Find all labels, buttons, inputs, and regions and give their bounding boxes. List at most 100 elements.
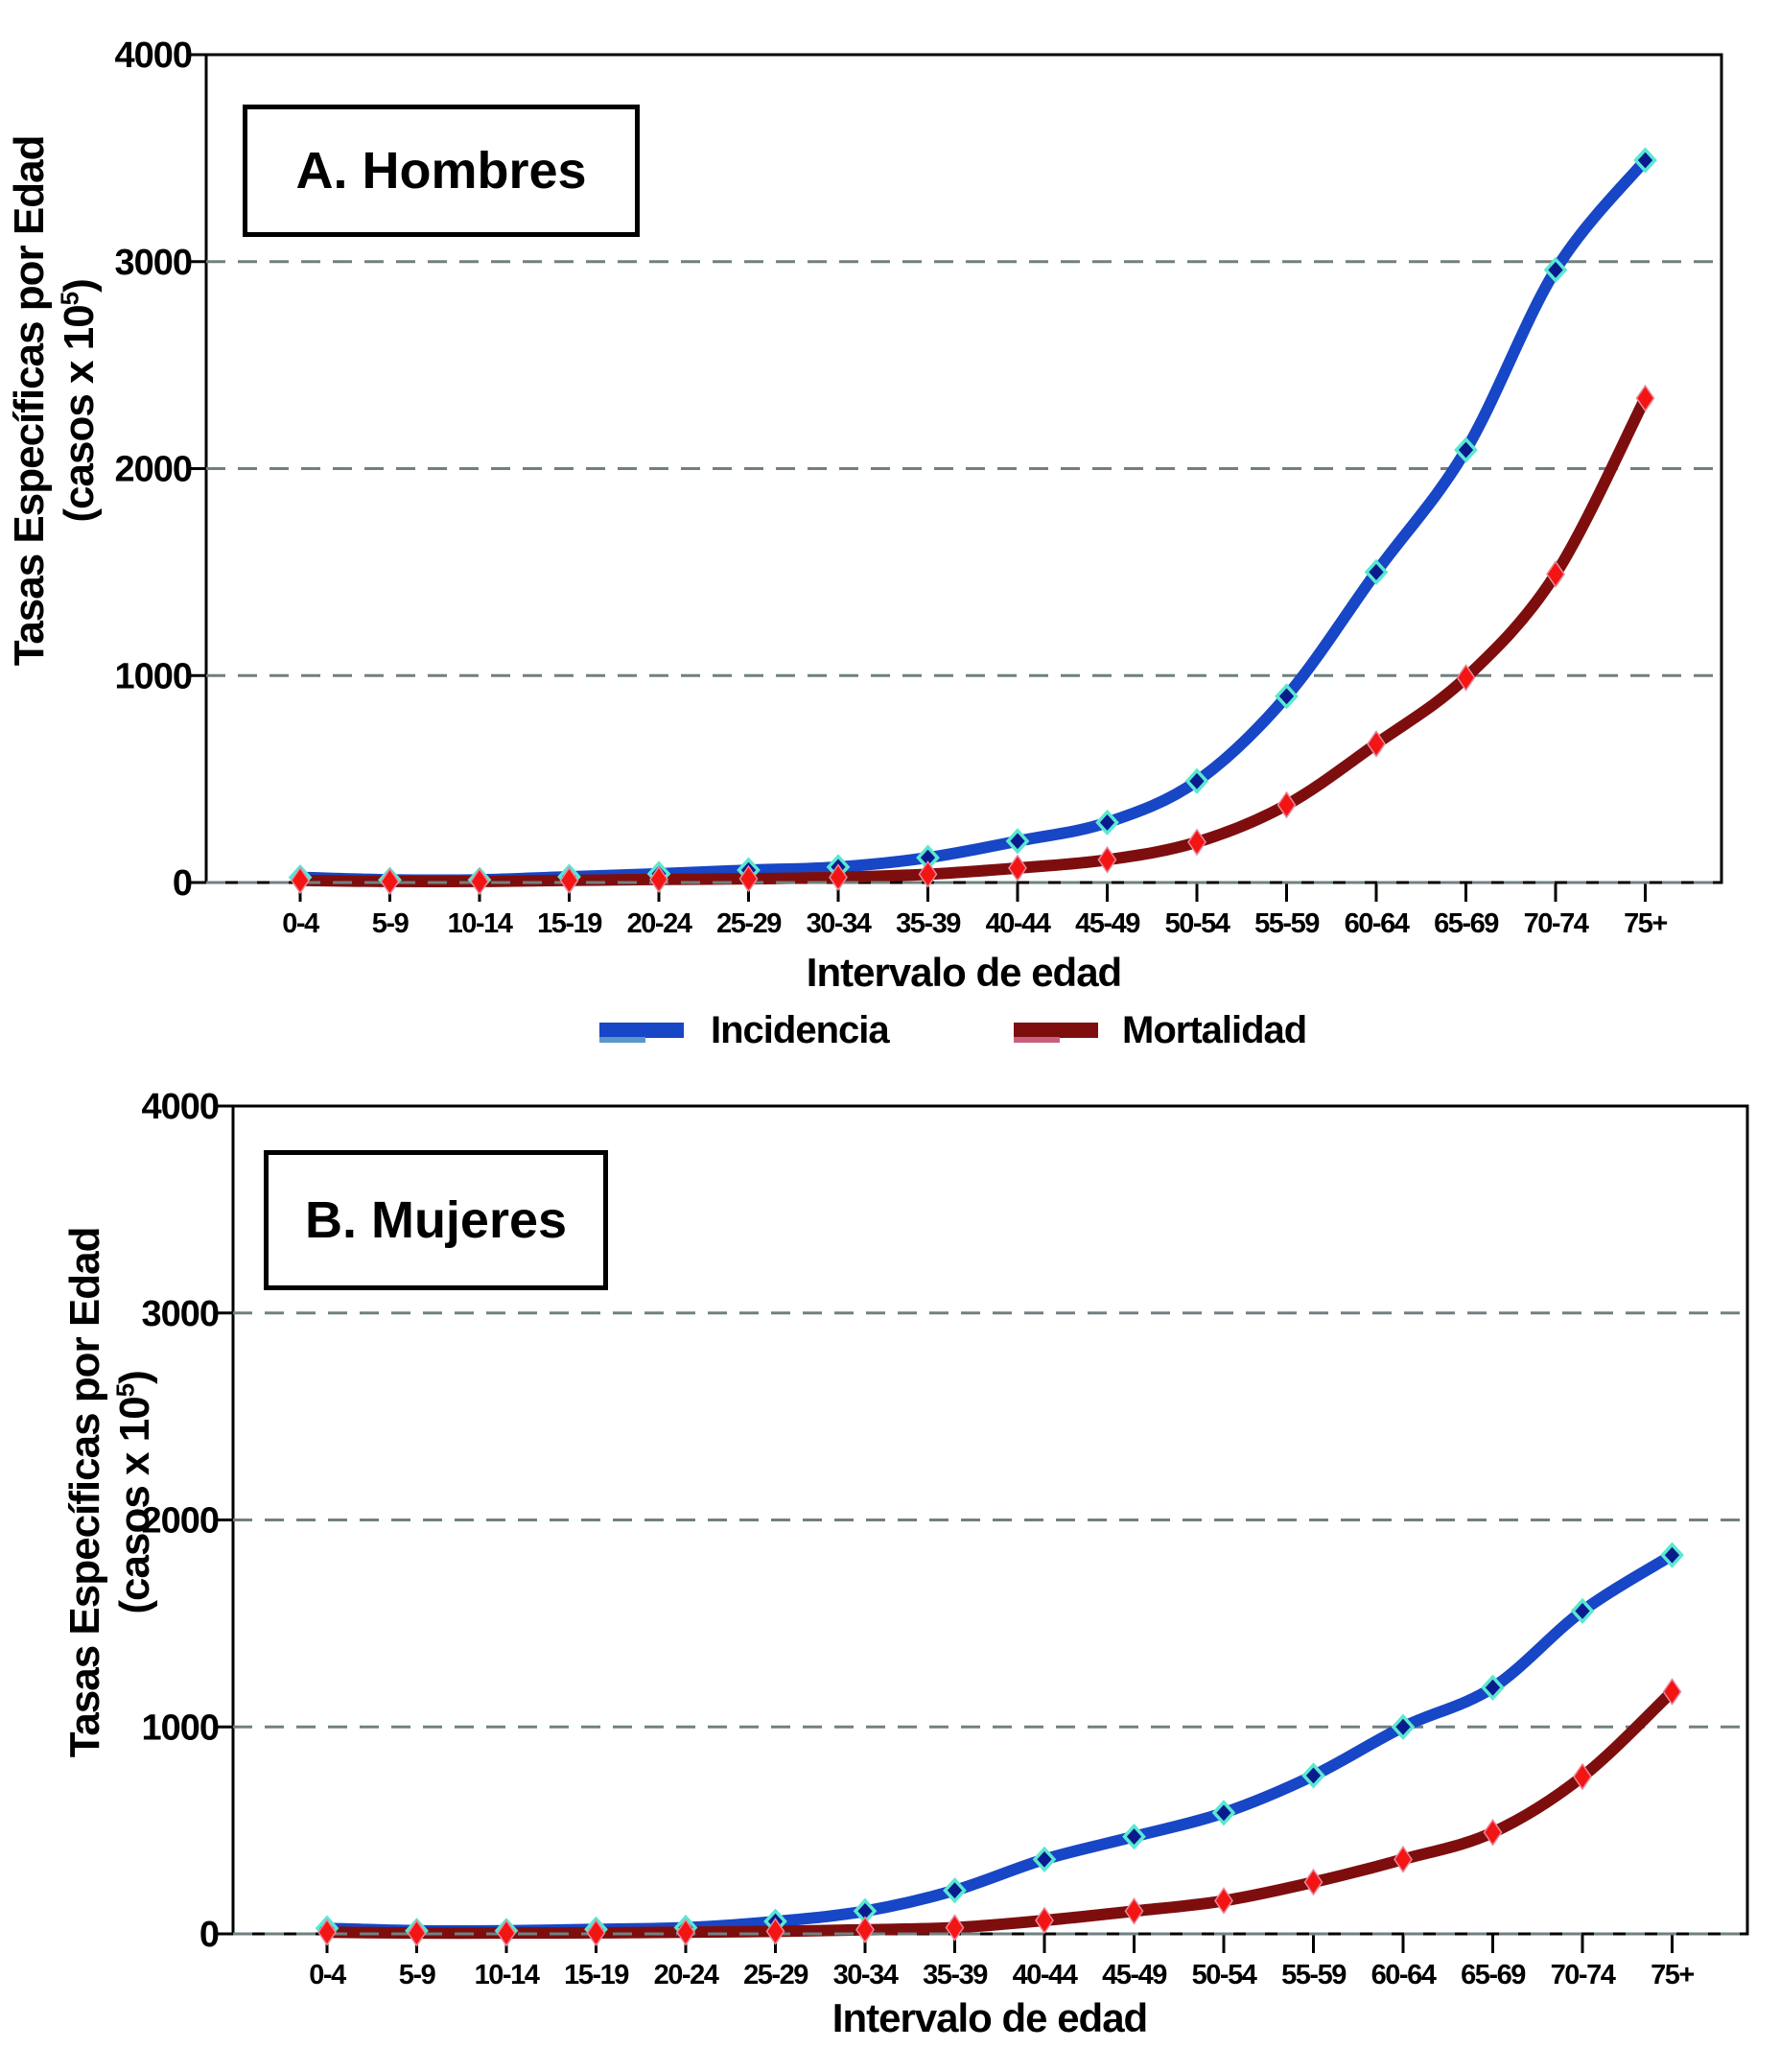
marker-mortalidad-40-44 [1008,854,1027,883]
marker-mortalidad-60-64 [1394,1846,1413,1873]
x-tick-label-0-4: 0-4 [282,908,319,939]
marker-incidencia-65-69 [1481,1674,1505,1701]
marker-mortalidad-30-34 [855,1916,875,1944]
x-tick-label-0-4: 0-4 [309,1960,346,1990]
x-tick-label-20-24: 20-24 [654,1960,719,1990]
marker-mortalidad-0-4 [317,1918,337,1946]
marker-incidencia-60-64 [1364,558,1389,585]
legend-item-incidencia: Incidencia [599,1007,890,1053]
legend-label-mortalidad: Mortalidad [1122,1008,1307,1051]
marker-incidencia-75+ [1633,147,1657,174]
x-tick-label-55-59: 55-59 [1254,908,1320,939]
marker-incidencia-45-49 [1122,1823,1146,1850]
marker-mortalidad-35-39 [945,1914,965,1942]
marker-mortalidad-30-34 [829,863,848,891]
marker-mortalidad-20-24 [649,865,668,894]
panel-a-title-box: A. Hombres [243,105,640,237]
y-axis-title-line2: (casos x 105) [110,1371,158,1614]
panel-a-title: A. Hombres [295,142,587,200]
marker-incidencia-45-49 [1095,809,1119,836]
y-tick-label-1000: 1000 [141,1707,219,1748]
x-tick-label-50-54: 50-54 [1165,908,1230,939]
x-tick-label-25-29: 25-29 [743,1960,808,1990]
marker-incidencia-50-54 [1211,1800,1236,1826]
marker-mortalidad-15-19 [559,866,579,895]
marker-mortalidad-50-54 [1214,1887,1233,1915]
panel-b-x-axis-title: Intervalo de edad [831,1995,1148,2040]
series-line-mortalidad [294,392,1651,888]
x-tick-label-10-14: 10-14 [448,908,513,939]
x-tick-label-50-54: 50-54 [1192,1960,1257,1990]
marker-mortalidad-20-24 [676,1918,695,1946]
mortalidad-swatch-accent [1014,1037,1060,1043]
legend-item-mortalidad: Mortalidad [1014,1007,1307,1053]
marker-incidencia-75+ [1660,1542,1684,1568]
marker-mortalidad-65-69 [1483,1818,1503,1847]
marker-incidencia-40-44 [1032,1846,1057,1872]
marker-incidencia-65-69 [1454,436,1478,463]
marker-mortalidad-25-29 [738,864,759,893]
marker-mortalidad-55-59 [1276,790,1297,819]
marker-mortalidad-70-74 [1573,1762,1592,1791]
marker-mortalidad-15-19 [586,1919,606,1947]
marker-mortalidad-55-59 [1303,1868,1323,1896]
x-tick-label-15-19: 15-19 [537,908,602,939]
x-tick-label-65-69: 65-69 [1461,1960,1526,1990]
marker-mortalidad-70-74 [1546,560,1565,588]
y-axis-title-line2: (casos x 105) [55,279,103,523]
marker-incidencia-40-44 [1005,828,1030,855]
y-tick-label-3000: 3000 [141,1294,219,1334]
x-tick-label-45-49: 45-49 [1102,1960,1167,1990]
x-tick-label-45-49: 45-49 [1075,908,1140,939]
marker-mortalidad-5-9 [407,1919,427,1947]
y-tick-label-3000: 3000 [114,243,192,283]
x-tick-label-70-74: 70-74 [1524,908,1589,939]
x-tick-label-60-64: 60-64 [1371,1960,1437,1990]
panel-b-title: B. Mujeres [304,1191,568,1249]
x-tick-label-5-9: 5-9 [399,1960,436,1990]
marker-mortalidad-45-49 [1124,1896,1144,1925]
panel-a-x-axis-title: Intervalo de edad [806,950,1122,995]
legend-label-incidencia: Incidencia [711,1008,890,1051]
y-tick-label-0: 0 [199,1915,219,1955]
y-tick-label-1000: 1000 [114,656,192,696]
marker-incidencia-60-64 [1391,1713,1416,1740]
marker-mortalidad-60-64 [1367,730,1386,758]
marker-incidencia-70-74 [1543,256,1568,283]
panel-b-chart: 0 1000 2000 3000 4000 0-4 5-9 10-14 15-19 20-24 25… [141,1087,1749,1990]
x-tick-label-75+: 75+ [1624,908,1667,939]
marker-incidencia-35-39 [943,1877,967,1904]
panel-a-chart: 0 1000 2000 3000 4000 0-4 5-9 10-14 15-19 20-24 25… [114,35,1723,939]
x-tick-label-10-14: 10-14 [475,1960,540,1990]
x-tick-label-20-24: 20-24 [627,908,692,939]
y-axis-title-line1: Tasas Específicas por Edad [6,135,54,667]
x-tick-label-30-34: 30-34 [807,908,872,939]
x-tick-label-70-74: 70-74 [1551,1960,1616,1990]
marker-incidencia-70-74 [1570,1597,1595,1625]
y-tick-label-2000: 2000 [141,1501,219,1542]
panel-b-title-box: B. Mujeres [264,1150,608,1290]
y-tick-label-4000: 4000 [141,1087,219,1127]
series-line-incidencia [321,1549,1678,1938]
series-line-incidencia [294,154,1651,886]
marker-mortalidad-5-9 [380,867,400,896]
y-tick-label-4000: 4000 [114,35,192,76]
panel-a-y-axis-title: Tasas Específicas por Edad (casos x 105) [5,0,105,823]
y-axis-title-line1: Tasas Específicas por Edad [61,1227,109,1758]
x-tick-label-30-34: 30-34 [833,1960,899,1990]
marker-mortalidad-35-39 [918,860,938,888]
y-tick-label-2000: 2000 [114,450,192,490]
x-tick-label-15-19: 15-19 [564,1960,629,1990]
x-tick-label-65-69: 65-69 [1434,908,1499,939]
marker-incidencia-55-59 [1275,683,1299,710]
marker-mortalidad-25-29 [765,1918,785,1945]
mortalidad-line-swatch [1014,1023,1098,1043]
y-tick-label-0: 0 [173,863,192,904]
marker-mortalidad-40-44 [1035,1906,1054,1935]
x-tick-label-35-39: 35-39 [896,908,961,939]
x-tick-label-55-59: 55-59 [1281,1960,1347,1990]
x-tick-label-35-39: 35-39 [923,1960,988,1990]
x-tick-label-60-64: 60-64 [1345,908,1410,939]
